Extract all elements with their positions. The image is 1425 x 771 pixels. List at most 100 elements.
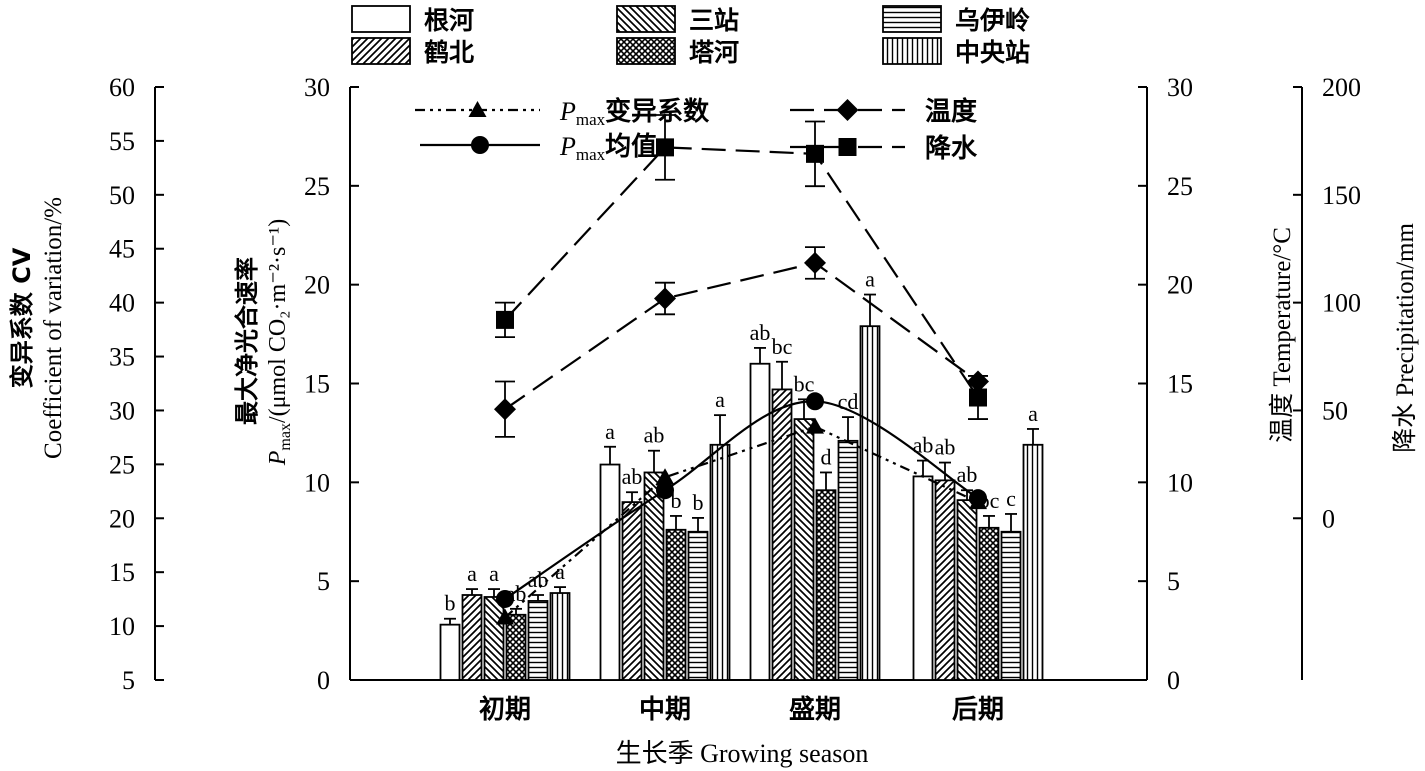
- marker-square: [838, 138, 857, 156]
- legend-swatch: [882, 37, 942, 65]
- bar: [749, 362, 771, 681]
- bar: [912, 475, 934, 681]
- legend-swatch: [882, 5, 942, 33]
- legend-label: 三站: [689, 6, 739, 35]
- bar: [665, 528, 687, 681]
- series-line: [504, 146, 979, 399]
- cv-axis-tick-label: 60: [109, 73, 135, 102]
- marker-circle: [806, 392, 824, 411]
- pmax-axis-tick-label: 15: [304, 370, 330, 399]
- bar: [771, 388, 793, 681]
- bar-significance-label: a: [1028, 401, 1038, 426]
- bar: [1022, 443, 1044, 681]
- bar: [815, 489, 837, 681]
- bar-significance-label: a: [865, 267, 875, 292]
- bar-significance-label: ab: [750, 320, 771, 345]
- bar: [549, 592, 571, 681]
- cv-axis-tick-label: 50: [109, 181, 135, 210]
- legend-label: 根河: [424, 6, 474, 35]
- bar-significance-label: d: [821, 444, 832, 469]
- precipitation-axis-tick-label: 100: [1322, 289, 1361, 318]
- marker-triangle: [656, 468, 674, 485]
- temperature-axis-tick-label: 0: [1167, 666, 1180, 695]
- marker-square: [656, 138, 674, 157]
- pmax-axis-label-unit: Pmax/(μmol CO₂·m⁻²·s⁻¹): [265, 219, 294, 467]
- bar-significance-label: a: [489, 561, 499, 586]
- x-tick-label: 后期: [952, 695, 1004, 725]
- cv-axis-label-en: Coefficient of variation/%: [40, 197, 67, 459]
- legend-label: 鹤北: [424, 38, 474, 67]
- bar: [837, 439, 859, 681]
- precipitation-axis-tick-label: 200: [1322, 73, 1361, 102]
- bar: [1000, 530, 1022, 681]
- temperature-axis-tick-label: 25: [1167, 172, 1193, 201]
- pmax-axis-unit: /(μmol CO₂·m⁻²·s⁻¹): [265, 219, 291, 423]
- precipitation-axis-tick-label: 150: [1322, 181, 1361, 210]
- marker-triangle: [496, 608, 514, 625]
- legend-name: 变异系数: [605, 96, 710, 127]
- bar-significance-label: b: [671, 488, 682, 513]
- legend-line-label: 降水: [925, 134, 978, 164]
- legend-italic: P: [559, 132, 576, 161]
- bar-significance-label: a: [715, 387, 725, 412]
- marker-diamond: [494, 398, 516, 421]
- bar: [687, 530, 709, 681]
- temperature-axis-tick-label: 30: [1167, 73, 1193, 102]
- bar: [934, 479, 956, 681]
- precipitation-axis-tick-label: 0: [1322, 504, 1335, 533]
- bar-significance-label: a: [605, 419, 615, 444]
- marker-triangle: [806, 417, 824, 434]
- pmax-axis-italic: P: [265, 450, 291, 466]
- legend-sub: max: [576, 145, 606, 164]
- bar: [439, 623, 461, 681]
- bar-significance-label: bc: [772, 334, 793, 359]
- cv-axis-tick-label: 40: [109, 289, 135, 318]
- axes-group: 5 10 15 20 25 30 35 40 45 50 55 60 0 5 10 15 20 25 30 0 5 10 1…: [109, 73, 1361, 725]
- cv-axis-tick-label: 55: [109, 127, 135, 156]
- legend-swatch: [616, 37, 676, 65]
- bar: [859, 325, 881, 681]
- pmax-axis-tick-label: 5: [317, 567, 330, 596]
- precipitation-axis-tick-label: 50: [1322, 396, 1348, 425]
- legend-sub: max: [576, 110, 606, 129]
- pmax-axis-tick-label: 30: [304, 73, 330, 102]
- pmax-axis-tick-label: 10: [304, 468, 330, 497]
- bar: [505, 613, 527, 681]
- bar-significance-label: a: [555, 559, 565, 584]
- marker-circle: [471, 136, 489, 154]
- legend-label: 乌伊岭: [955, 6, 1030, 35]
- legend-label: 塔河: [689, 38, 739, 67]
- cv-axis-tick-label: 45: [109, 235, 135, 264]
- temperature-axis-tick-label: 15: [1167, 370, 1193, 399]
- bar-significance-label: ab: [957, 462, 978, 487]
- marker-diamond: [804, 251, 826, 274]
- temperature-axis-tick-label: 20: [1167, 271, 1193, 300]
- marker-square: [969, 388, 987, 407]
- temperature-axis-tick-label: 10: [1167, 468, 1193, 497]
- marker-circle: [969, 489, 987, 508]
- pmax-axis-tick-label: 25: [304, 172, 330, 201]
- temperature-axis-label: 温度 Temperature/°C: [1268, 227, 1296, 443]
- marker-square: [806, 144, 824, 163]
- x-tick-label: 盛期: [789, 694, 841, 725]
- marker-triangle: [468, 101, 487, 117]
- bar-significance-label: ab: [622, 464, 643, 489]
- bar: [793, 418, 815, 681]
- x-axis-label: 生长季 Growing season: [616, 739, 869, 768]
- pmax-axis-label-cn: 最大净光合速率: [233, 257, 261, 425]
- cv-axis-tick-label: 5: [122, 666, 135, 695]
- bar-significance-label: a: [467, 561, 477, 586]
- legend-name: 均值: [605, 132, 657, 162]
- bar: [978, 526, 1000, 681]
- bar: [709, 443, 731, 681]
- marker-diamond: [836, 99, 859, 121]
- marker-square: [496, 310, 514, 329]
- pmax-axis-sub: max: [277, 423, 294, 451]
- bar: [483, 596, 505, 681]
- marker-circle: [656, 481, 674, 500]
- bar: [643, 471, 665, 681]
- legend-swatch: [616, 5, 676, 33]
- bar-significance-label: ab: [935, 435, 956, 460]
